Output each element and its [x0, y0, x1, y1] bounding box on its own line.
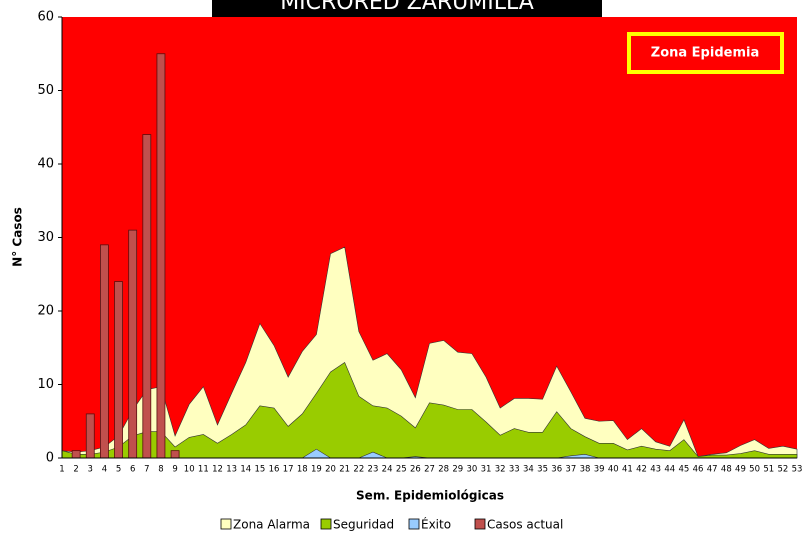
x-tick-label: 4 — [102, 465, 107, 475]
x-tick-label: 28 — [438, 465, 449, 475]
x-tick-label: 48 — [721, 465, 732, 475]
legend-swatch — [220, 518, 232, 530]
x-tick-label: 43 — [650, 465, 661, 475]
x-tick-label: 31 — [481, 465, 492, 475]
legend-swatch — [474, 518, 486, 530]
x-tick-label: 13 — [226, 465, 237, 475]
x-tick-label: 24 — [382, 465, 393, 475]
x-tick-label: 49 — [735, 465, 746, 475]
x-tick-label: 47 — [707, 465, 718, 475]
y-tick-label: 60 — [37, 10, 54, 25]
bar — [142, 134, 152, 459]
x-tick-label: 39 — [594, 465, 605, 475]
x-tick-label: 22 — [353, 465, 364, 475]
x-tick-label: 32 — [495, 465, 506, 475]
x-tick-label: 14 — [240, 465, 251, 475]
x-tick-label: 7 — [144, 465, 149, 475]
x-tick-label: 11 — [198, 465, 209, 475]
legend-label: Zona Alarma — [233, 518, 310, 532]
x-tick-label: 33 — [509, 465, 520, 475]
x-tick-label: 1 — [59, 465, 64, 475]
y-tick-label: 20 — [37, 304, 54, 319]
bar — [71, 450, 81, 459]
x-tick-label: 50 — [749, 465, 760, 475]
x-tick-label: 6 — [130, 465, 135, 475]
bar — [114, 281, 123, 459]
y-tick-label: 30 — [37, 230, 54, 245]
y-tick-label: 10 — [37, 377, 54, 392]
x-tick-label: 37 — [565, 465, 576, 475]
x-tick-label: 8 — [158, 465, 163, 475]
area — [61, 246, 798, 459]
x-tick-label: 35 — [537, 465, 548, 475]
x-tick-label: 21 — [339, 465, 350, 475]
x-tick-label: 10 — [184, 465, 195, 475]
x-tick-label: 34 — [523, 465, 534, 475]
y-axis-label: N° Casos — [11, 207, 25, 267]
x-tick-label: 38 — [580, 465, 591, 475]
annotation: Zona Epidemia — [651, 46, 759, 61]
x-tick-label: 9 — [172, 465, 177, 475]
legend-label: Seguridad — [333, 518, 394, 532]
x-tick-label: 26 — [410, 465, 421, 475]
x-tick-label: 17 — [283, 465, 294, 475]
x-tick-label: 23 — [368, 465, 379, 475]
x-tick-label: 41 — [622, 465, 633, 475]
legend-label: Éxito — [421, 517, 451, 532]
y-tick-label: 50 — [37, 83, 54, 98]
annotation-box — [627, 32, 784, 74]
legend-label: Casos actual — [487, 518, 563, 532]
chart-title: MICRORED ZARUMILLA — [280, 0, 534, 15]
x-tick-label: 2 — [73, 465, 78, 475]
x-tick-label: 25 — [396, 465, 407, 475]
x-tick-label: 53 — [792, 465, 803, 475]
x-tick-label: 46 — [693, 465, 704, 475]
x-tick-label: 29 — [452, 465, 463, 475]
bar — [100, 244, 109, 459]
x-tick-label: 12 — [212, 465, 223, 475]
x-tick-label: 44 — [664, 465, 675, 475]
bar — [85, 413, 95, 459]
x-tick-label: 40 — [608, 465, 619, 475]
x-tick-label: 45 — [679, 465, 690, 475]
x-tick-label: 20 — [325, 465, 336, 475]
bar — [170, 450, 180, 459]
x-tick-label: 52 — [777, 465, 788, 475]
x-tick-label: 51 — [763, 465, 774, 475]
x-tick-label: 19 — [311, 465, 322, 475]
y-tick-label: 0 — [46, 451, 54, 466]
x-axis-label: Sem. Epidemiológicas — [356, 489, 504, 503]
x-tick-label: 27 — [424, 465, 435, 475]
legend-swatch — [320, 518, 332, 530]
x-tick-label: 30 — [466, 465, 477, 475]
title-box — [212, 0, 602, 17]
area — [61, 361, 798, 459]
bar — [128, 229, 138, 459]
x-tick-label: 3 — [88, 465, 93, 475]
x-tick-label: 36 — [551, 465, 562, 475]
x-tick-label: 15 — [254, 465, 265, 475]
x-tick-label: 16 — [269, 465, 280, 475]
y-tick-label: 40 — [37, 157, 54, 172]
legend-swatch — [408, 518, 420, 530]
bar — [156, 53, 166, 459]
x-tick-label: 18 — [297, 465, 308, 475]
x-tick-label: 42 — [636, 465, 647, 475]
x-tick-label: 5 — [116, 465, 121, 475]
